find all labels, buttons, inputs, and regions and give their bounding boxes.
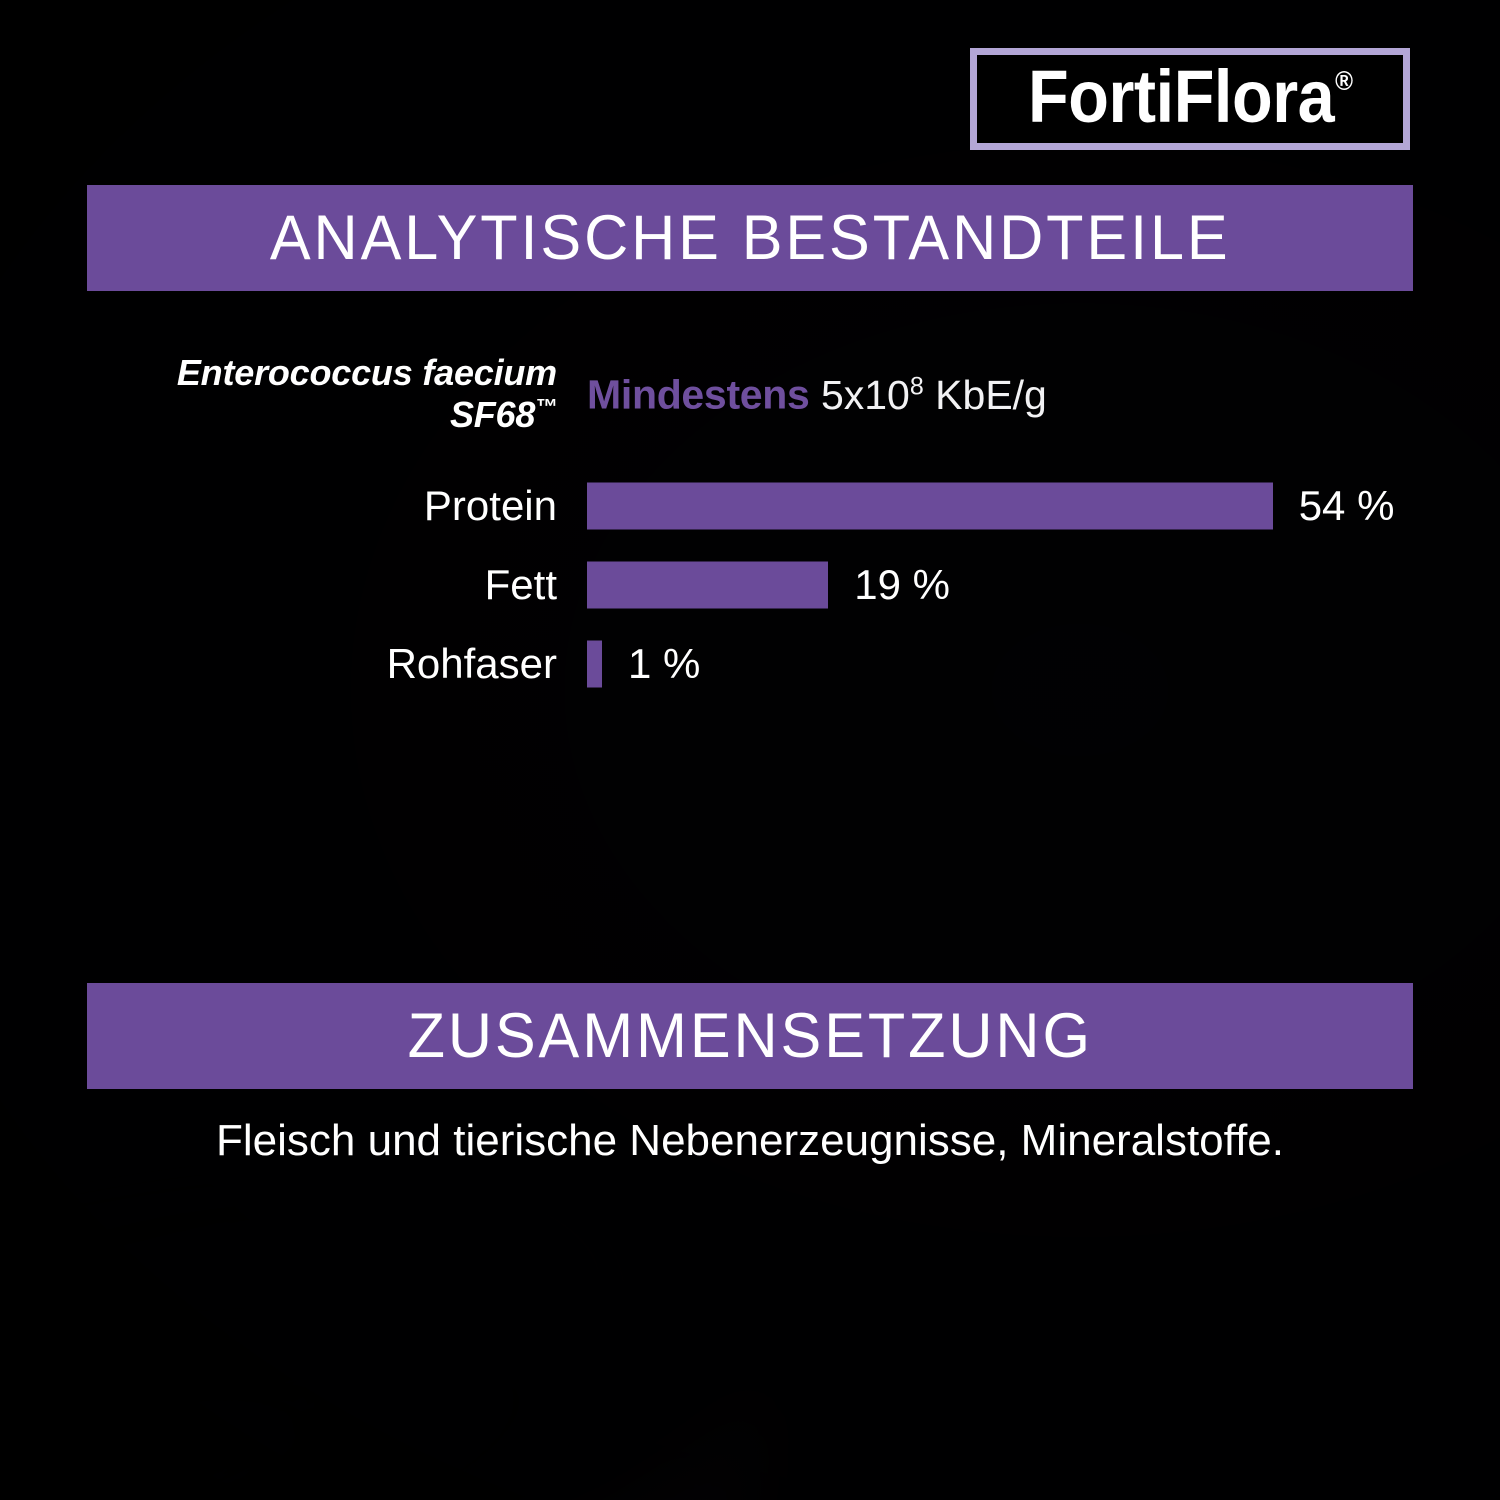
organism-species: Enterococcus faecium (176, 352, 557, 393)
registered-trademark-icon: ® (1335, 66, 1353, 97)
analytical-constituents-banner: ANALYTISCHE BESTANDTEILE (87, 185, 1413, 291)
composition-banner: ZUSAMMENSETZUNG (87, 983, 1413, 1089)
nutrient-bar-chart: Protein 54 % Fett 19 % Rohfaser 1 % (87, 466, 1427, 703)
brand-logo-text: FortiFlora® (1028, 60, 1353, 134)
bar-fill-protein (587, 482, 1273, 529)
bar-value-fett: 19 % (854, 560, 950, 608)
bar-row-rohfaser: Rohfaser 1 % (87, 624, 1427, 703)
organism-amount-mantissa: 5x10 (820, 371, 910, 418)
composition-title: ZUSAMMENSETZUNG (407, 1000, 1093, 1071)
bar-label-fett: Fett (484, 560, 557, 608)
organism-amount: 5x108 KbE/g (810, 372, 1047, 418)
bar-fill-rohfaser (587, 640, 602, 687)
bar-track-rohfaser (587, 640, 1387, 687)
trademark-icon: ™ (535, 394, 557, 420)
bar-label-protein: Protein (423, 481, 557, 529)
organism-name: Enterococcus faecium SF68™ (87, 352, 557, 436)
bar-value-protein: 54 % (1298, 481, 1395, 529)
bar-fill-fett (587, 561, 829, 608)
analytical-constituents-title: ANALYTISCHE BESTANDTEILE (269, 202, 1231, 273)
brand-logo: FortiFlora® (970, 48, 1410, 150)
bar-row-fett: Fett 19 % (87, 545, 1427, 624)
organism-amount-exponent: 8 (909, 372, 924, 400)
organism-row: Enterococcus faecium SF68™ Mindestens 5x1… (87, 352, 1417, 444)
organism-amount-unit: KbE/g (923, 371, 1047, 418)
brand-logo-wordmark: FortiFlora (1028, 55, 1335, 138)
bar-row-protein: Protein 54 % (87, 466, 1427, 545)
bar-value-rohfaser: 1 % (628, 639, 701, 687)
organism-strain: SF68 (449, 394, 536, 436)
bar-track-fett (587, 561, 1387, 608)
composition-body-text: Fleisch und tierische Nebenerzeugnisse, … (216, 1116, 1284, 1165)
bar-label-rohfaser: Rohfaser (386, 639, 557, 687)
bar-track-protein (587, 482, 1387, 529)
organism-value: Mindestens 5x108 KbE/g (587, 374, 1047, 416)
organism-qualifier: Mindestens (587, 371, 810, 418)
